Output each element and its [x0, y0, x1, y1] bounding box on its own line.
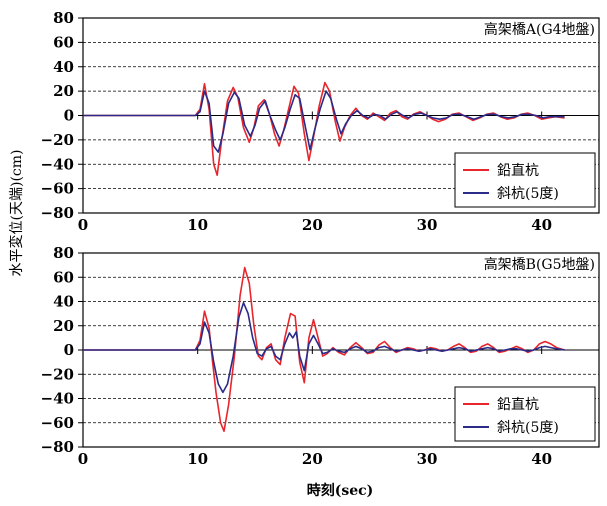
x-tick-label: 20 [302, 450, 323, 468]
series-line-2 [83, 90, 565, 153]
y-tick-label: 60 [53, 268, 74, 286]
legend-box [454, 386, 596, 442]
y-tick-label: 20 [53, 82, 74, 100]
chart-title: 高架橋A(G4地盤) [484, 21, 595, 38]
y-tick-label: 20 [53, 317, 74, 335]
y-tick-label: −60 [41, 180, 74, 198]
x-tick-label: 40 [531, 216, 552, 234]
y-tick-label: 40 [53, 58, 74, 76]
x-tick-label: 0 [78, 450, 88, 468]
x-tick-label: 0 [78, 216, 88, 234]
y-tick-label: −20 [41, 365, 74, 383]
x-axis-label: 時刻(sec) [307, 482, 374, 499]
series-line-2 [83, 301, 565, 394]
y-tick-label: 0 [64, 341, 74, 359]
y-tick-label: −20 [41, 131, 74, 149]
x-tick-label: 10 [187, 216, 208, 234]
y-axis-label: 水平変位(天端)(cm) [8, 150, 25, 277]
x-tick-label: 30 [417, 216, 438, 234]
legend-label-2: 斜杭(5度) [497, 186, 559, 202]
y-tick-label: −40 [41, 155, 74, 173]
legend-box [454, 152, 596, 208]
y-tick-label: −80 [41, 204, 74, 222]
x-tick-label: 20 [302, 216, 323, 234]
y-tick-label: −80 [41, 438, 74, 456]
legend-label-2: 斜杭(5度) [497, 420, 559, 436]
y-tick-label: 0 [64, 107, 74, 125]
x-tick-label: 10 [187, 450, 208, 468]
x-tick-label: 40 [531, 450, 552, 468]
legend-label-1: 鉛直杭 [497, 162, 539, 179]
legend-label-1: 鉛直杭 [497, 396, 539, 413]
y-tick-label: 80 [53, 9, 74, 27]
x-tick-label: 30 [417, 450, 438, 468]
y-tick-label: −40 [41, 390, 74, 408]
y-tick-label: −60 [41, 414, 74, 432]
y-tick-label: 80 [53, 244, 74, 262]
chart-title: 高架橋B(G5地盤) [484, 256, 595, 273]
y-tick-label: 60 [53, 33, 74, 51]
y-tick-label: 40 [53, 293, 74, 311]
